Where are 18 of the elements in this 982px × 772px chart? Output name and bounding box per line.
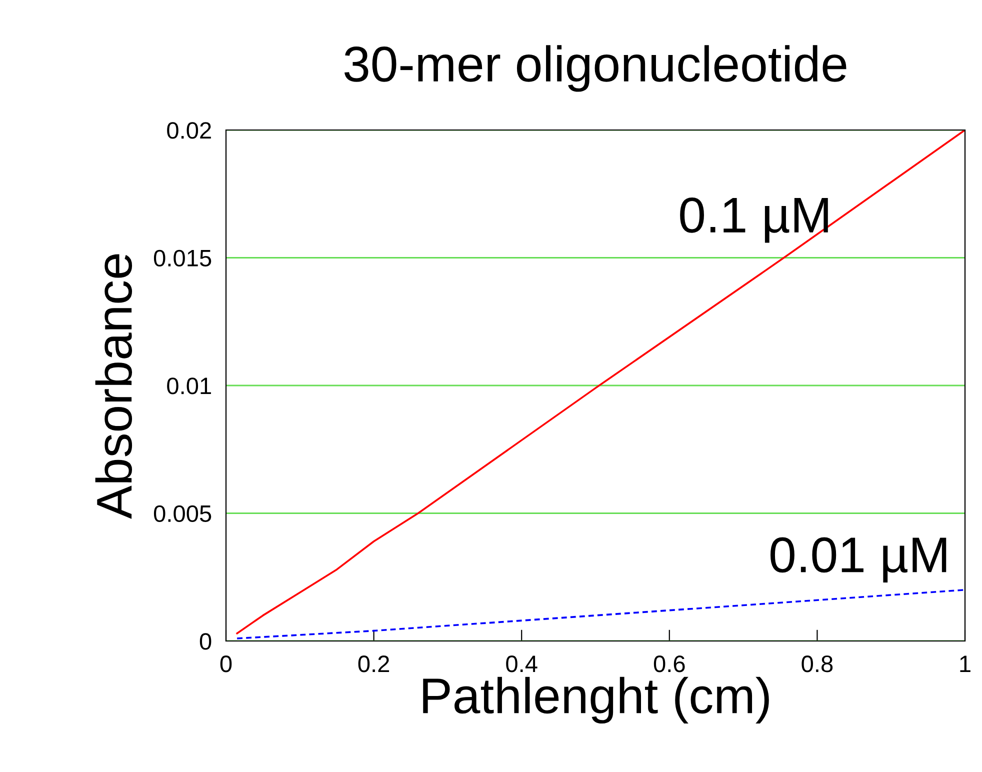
x-axis-title: Pathlenght (cm) [423, 676, 769, 724]
line-series [236, 588, 965, 640]
y-tick-label: 0.02 [167, 122, 211, 139]
x-tick-label: 0.2 [358, 656, 390, 672]
series-label: 0.01 µM [770, 537, 946, 583]
x-tick-label: 0.6 [654, 656, 685, 672]
series-label: 0.1 µM [680, 197, 828, 243]
y-tick-label: 0.005 [154, 505, 212, 522]
x-tick-label: 0.8 [802, 656, 833, 672]
y-tick-label: 0.015 [154, 250, 212, 267]
y-tick-label: 0 [200, 633, 212, 650]
x-tick-label: 1 [960, 656, 970, 672]
x-tick-label: 0 [220, 656, 232, 672]
y-tick-label: 0.01 [167, 378, 211, 394]
x-tick-label: 0.4 [506, 656, 538, 672]
chart-title: 30-mer oligonucleotide [344, 45, 846, 92]
y-axis-title: Absorbance [95, 254, 132, 519]
line-series [236, 130, 965, 634]
